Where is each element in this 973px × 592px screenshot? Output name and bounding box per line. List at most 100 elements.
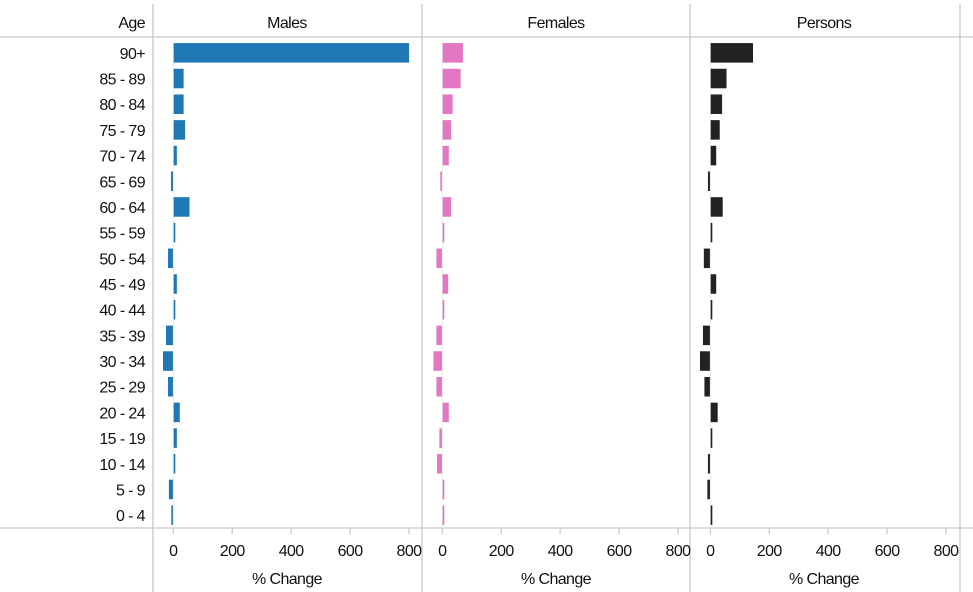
- bar: [173, 120, 186, 140]
- bar: [173, 197, 190, 217]
- category-label: 60 - 64: [99, 200, 145, 217]
- panel-females: Females 0 200 400 600 800 % Change: [433, 15, 692, 588]
- bar: [700, 351, 711, 371]
- bar: [442, 222, 445, 243]
- bar: [710, 299, 713, 320]
- tick-label: 400: [548, 543, 574, 560]
- bar: [173, 43, 409, 63]
- bar: [173, 454, 176, 474]
- bar: [163, 351, 174, 371]
- bar: [173, 274, 177, 294]
- category-label: 70 - 74: [99, 149, 145, 166]
- category-label: 15 - 19: [99, 431, 145, 448]
- category-label: 40 - 44: [99, 303, 145, 320]
- category-label: 30 - 34: [99, 354, 145, 371]
- bar: [442, 197, 452, 217]
- bar: [710, 505, 713, 525]
- bar: [173, 145, 177, 166]
- panel-title: Persons: [797, 15, 852, 32]
- tick-label: 600: [875, 543, 901, 560]
- bar: [165, 325, 174, 346]
- tick-label: 0: [169, 543, 178, 560]
- tick-label: 600: [607, 543, 633, 560]
- panel-persons: Persons 0 200 400 600 800 % Change: [700, 15, 960, 588]
- bar: [173, 94, 184, 114]
- bar: [442, 299, 445, 320]
- tick-label: 200: [757, 543, 783, 560]
- bar: [173, 222, 176, 243]
- bar: [442, 68, 461, 89]
- x-axis-title: % Change: [252, 571, 323, 588]
- bar: [437, 454, 443, 474]
- bar: [710, 145, 717, 166]
- bar: [173, 428, 177, 448]
- bar: [703, 248, 711, 269]
- x-axis-title: % Change: [789, 571, 860, 588]
- tick-label: 200: [489, 543, 515, 560]
- tick-label: 600: [338, 543, 364, 560]
- bar: [171, 505, 174, 525]
- category-header: Age: [118, 15, 145, 32]
- category-label: 50 - 54: [99, 251, 145, 268]
- bar: [710, 94, 723, 114]
- bar: [173, 68, 184, 89]
- bar: [442, 505, 445, 525]
- bar: [710, 120, 720, 140]
- category-label: 0 - 4: [116, 508, 146, 525]
- bar: [170, 171, 174, 192]
- category-label: 5 - 9: [116, 482, 146, 499]
- tick-label: 800: [397, 543, 423, 560]
- category-label: 25 - 29: [99, 380, 145, 397]
- category-label: 90+: [120, 46, 146, 63]
- bar: [173, 402, 180, 423]
- bar: [707, 454, 711, 474]
- tick-label: 0: [706, 543, 715, 560]
- bar: [710, 274, 717, 294]
- panel-title: Males: [267, 15, 307, 32]
- bar: [707, 479, 711, 500]
- category-label: 45 - 49: [99, 277, 145, 294]
- bar: [442, 94, 453, 114]
- bar: [710, 428, 713, 448]
- bar: [168, 248, 174, 269]
- bar: [440, 171, 443, 192]
- category-label: 80 - 84: [99, 97, 145, 114]
- bar: [442, 43, 463, 63]
- panel-males: Males 0 200 400 600 800 % Change: [163, 15, 423, 588]
- bar: [710, 222, 713, 243]
- bar: [439, 428, 443, 448]
- bar: [442, 120, 452, 140]
- bar: [707, 171, 711, 192]
- category-label: 10 - 14: [99, 457, 145, 474]
- bar: [173, 299, 176, 320]
- bar: [710, 197, 723, 217]
- x-axis-title: % Change: [521, 571, 592, 588]
- bar: [442, 402, 449, 423]
- category-label: 20 - 24: [99, 405, 145, 422]
- bar: [442, 145, 449, 166]
- bar: [442, 479, 445, 500]
- tick-label: 400: [279, 543, 305, 560]
- bar: [168, 376, 174, 397]
- category-label: 75 - 79: [99, 123, 145, 140]
- tick-label: 0: [438, 543, 447, 560]
- panel-title: Females: [527, 15, 585, 32]
- tick-label: 800: [666, 543, 692, 560]
- bar: [433, 351, 443, 371]
- bar: [710, 43, 754, 63]
- category-label: 65 - 69: [99, 174, 145, 191]
- category-label: 55 - 59: [99, 226, 145, 243]
- bar: [436, 325, 443, 346]
- bar: [704, 376, 711, 397]
- category-label: 85 - 89: [99, 72, 145, 89]
- bar: [436, 248, 443, 269]
- bar: [442, 274, 449, 294]
- bar: [168, 479, 174, 500]
- tick-label: 800: [934, 543, 960, 560]
- tick-label: 200: [220, 543, 246, 560]
- bar: [710, 402, 718, 423]
- bar: [436, 376, 443, 397]
- tick-label: 400: [816, 543, 842, 560]
- bar: [702, 325, 711, 346]
